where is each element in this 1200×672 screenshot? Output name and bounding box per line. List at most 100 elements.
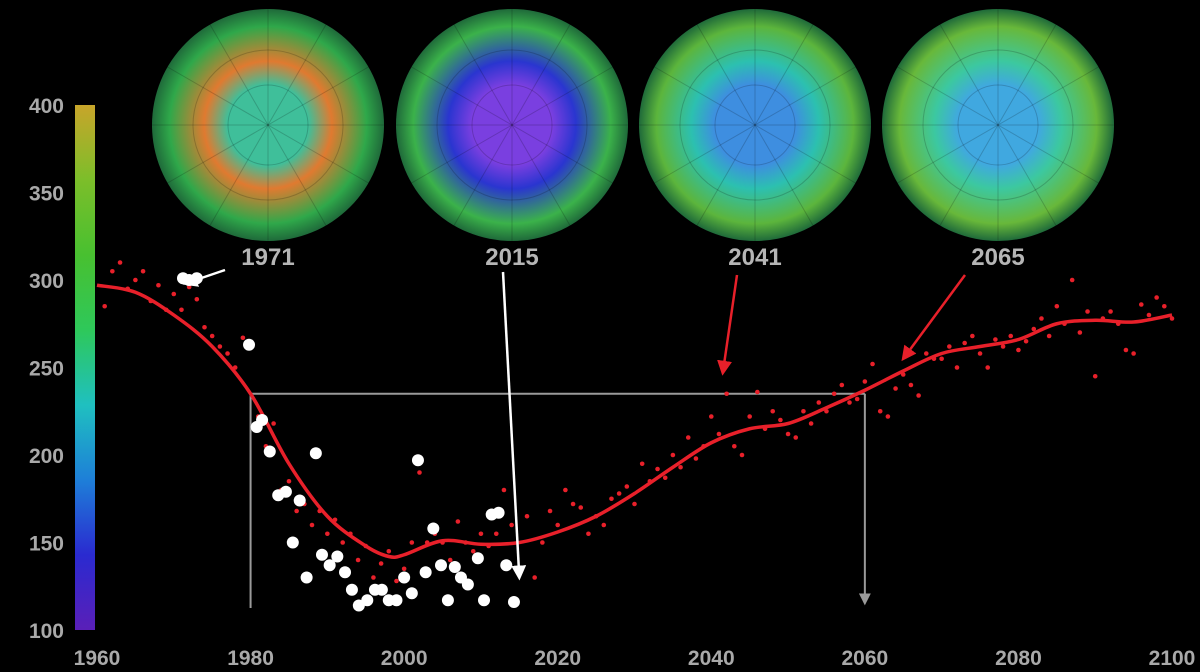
red-data-point [1046, 333, 1052, 339]
globe-2065 [882, 9, 1114, 241]
red-data-point [831, 391, 837, 397]
observed-data-point [492, 506, 505, 519]
observed-data-point [339, 566, 352, 579]
red-data-point [662, 475, 668, 481]
y-tick-label: 300 [29, 270, 64, 293]
red-data-point [732, 443, 737, 449]
red-data-point [685, 435, 691, 440]
smoothed-trend-line [96, 283, 1173, 560]
red-data-point [778, 417, 783, 423]
globe-meridian [411, 66, 613, 184]
x-tick-label: 1980 [227, 647, 274, 670]
plot-area [96, 260, 1175, 612]
red-data-point [1108, 309, 1113, 314]
red-data-point [1146, 312, 1152, 318]
red-data-point [478, 531, 484, 537]
observed-data-point [471, 552, 484, 565]
red-data-point [102, 303, 107, 309]
globe-parallel [714, 84, 796, 166]
x-tick-label: 2040 [688, 647, 735, 670]
x-tick-label: 2080 [995, 647, 1042, 670]
globe-year-label: 2041 [728, 244, 781, 271]
globe-2015 [396, 9, 628, 241]
red-data-point [1162, 303, 1167, 309]
red-data-point [209, 333, 215, 339]
globe-meridian [939, 24, 1057, 226]
globe-parallel [922, 49, 1074, 201]
red-data-point [501, 487, 507, 493]
red-data-point [194, 296, 200, 302]
observed-data-point [419, 566, 432, 579]
observed-data-point [507, 596, 520, 608]
red-data-point [985, 365, 991, 370]
observed-data-point [300, 571, 313, 584]
red-data-point [578, 505, 584, 510]
red-data-point [954, 365, 960, 370]
red-data-point [908, 382, 914, 388]
red-data-point [355, 557, 361, 563]
red-data-point [609, 496, 614, 502]
observed-data-point [398, 571, 411, 584]
globe-meridian [939, 24, 1057, 226]
red-data-point [133, 277, 138, 283]
red-data-point [716, 431, 722, 437]
x-tick-label: 2000 [381, 647, 428, 670]
red-data-point [739, 452, 745, 458]
observed-data-point [243, 338, 256, 351]
red-data-point [1008, 333, 1014, 339]
observed-data-point [309, 447, 322, 460]
red-data-point [540, 540, 545, 545]
observed-data-point [405, 587, 418, 600]
red-data-point [225, 351, 230, 356]
globe-meridian [209, 24, 327, 226]
globe-meridian [696, 24, 814, 226]
red-data-point [117, 260, 123, 265]
red-data-point [1169, 316, 1175, 321]
red-data-point [862, 379, 868, 384]
red-data-point [785, 431, 791, 437]
red-data-point [401, 566, 407, 572]
observed-data-point [461, 578, 474, 591]
red-data-point [171, 291, 177, 297]
observed-data-point [478, 594, 490, 607]
red-data-point [847, 400, 852, 405]
red-data-point [616, 491, 622, 496]
red-data-point [939, 356, 944, 362]
observed-data-point [315, 548, 328, 561]
red-data-point [1016, 347, 1021, 353]
red-data-point [509, 522, 514, 528]
red-data-point [1154, 295, 1159, 300]
observed-data-point [390, 594, 403, 607]
observed-data-point [345, 583, 358, 596]
red-data-point [947, 344, 952, 349]
globe-meridian [453, 24, 571, 226]
red-data-point [601, 522, 607, 528]
x-tick-label: 2060 [841, 647, 888, 670]
red-data-point [563, 487, 568, 493]
red-data-point [286, 478, 292, 484]
red-data-point [110, 268, 115, 274]
x-axis: 1960 1980 2000 2020 2040 2060 2080 2100 [74, 647, 1196, 670]
red-data-point [240, 335, 246, 341]
globe-parallel [471, 84, 553, 166]
red-data-point [793, 435, 799, 440]
y-tick-label: 250 [29, 358, 64, 381]
red-data-point [547, 508, 553, 514]
globe-meridian [654, 66, 856, 184]
globe-year-label: 1971 [241, 244, 294, 271]
globe-parallel [192, 49, 344, 201]
observed-data-point [411, 454, 424, 467]
observed-data-point [427, 522, 440, 535]
red-data-point [1077, 330, 1083, 335]
red-data-point [1000, 344, 1006, 349]
red-data-point [962, 340, 967, 346]
observed-data-point [435, 559, 447, 572]
red-data-point [624, 484, 630, 489]
red-data-point [294, 508, 299, 514]
globe-meridian [167, 66, 369, 184]
annotation-arrow-2041 [717, 274, 739, 376]
globe-meridian [897, 66, 1099, 184]
globes: 1971 2015 2041 2065 [152, 9, 1114, 271]
red-data-point [1054, 303, 1060, 309]
